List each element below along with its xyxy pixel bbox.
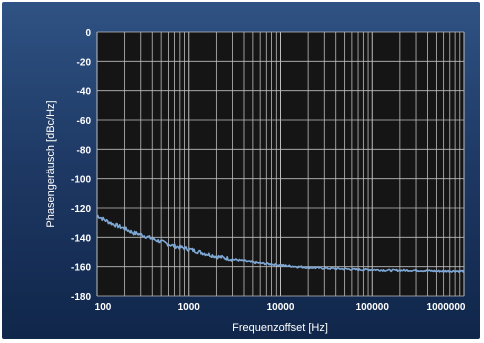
x-axis-label: Frequenzoffset [Hz]: [232, 322, 328, 334]
x-tick-label: 10000: [267, 302, 295, 313]
y-tick-label: -120: [71, 204, 91, 215]
y-tick-label: -80: [77, 145, 92, 156]
grid: [96, 31, 465, 297]
y-tick-label: -60: [77, 116, 92, 127]
y-tick-label: -140: [71, 233, 91, 244]
x-tick-label: 1000: [178, 302, 201, 313]
series-line: [96, 214, 465, 273]
y-tick-label: -180: [71, 292, 91, 303]
y-tick-labels: 0 -20 -40 -60 -80 -100 -120 -140 -160 -180: [71, 28, 91, 303]
y-tick-label: -20: [77, 57, 92, 68]
series-group: [96, 214, 465, 273]
y-tick-label: 0: [85, 28, 91, 39]
x-tick-label: 100: [95, 302, 112, 313]
y-tick-label: -100: [71, 175, 91, 186]
y-tick-label: -40: [77, 87, 92, 98]
x-tick-labels: 100 1000 10000 100000 1000000: [95, 302, 466, 313]
x-tick-label: 100000: [356, 302, 390, 313]
y-axis-label: Phasengeräusch [dBc/Hz]: [45, 100, 57, 227]
x-tick-label: 1000000: [427, 302, 466, 313]
y-tick-label: -160: [71, 263, 91, 274]
